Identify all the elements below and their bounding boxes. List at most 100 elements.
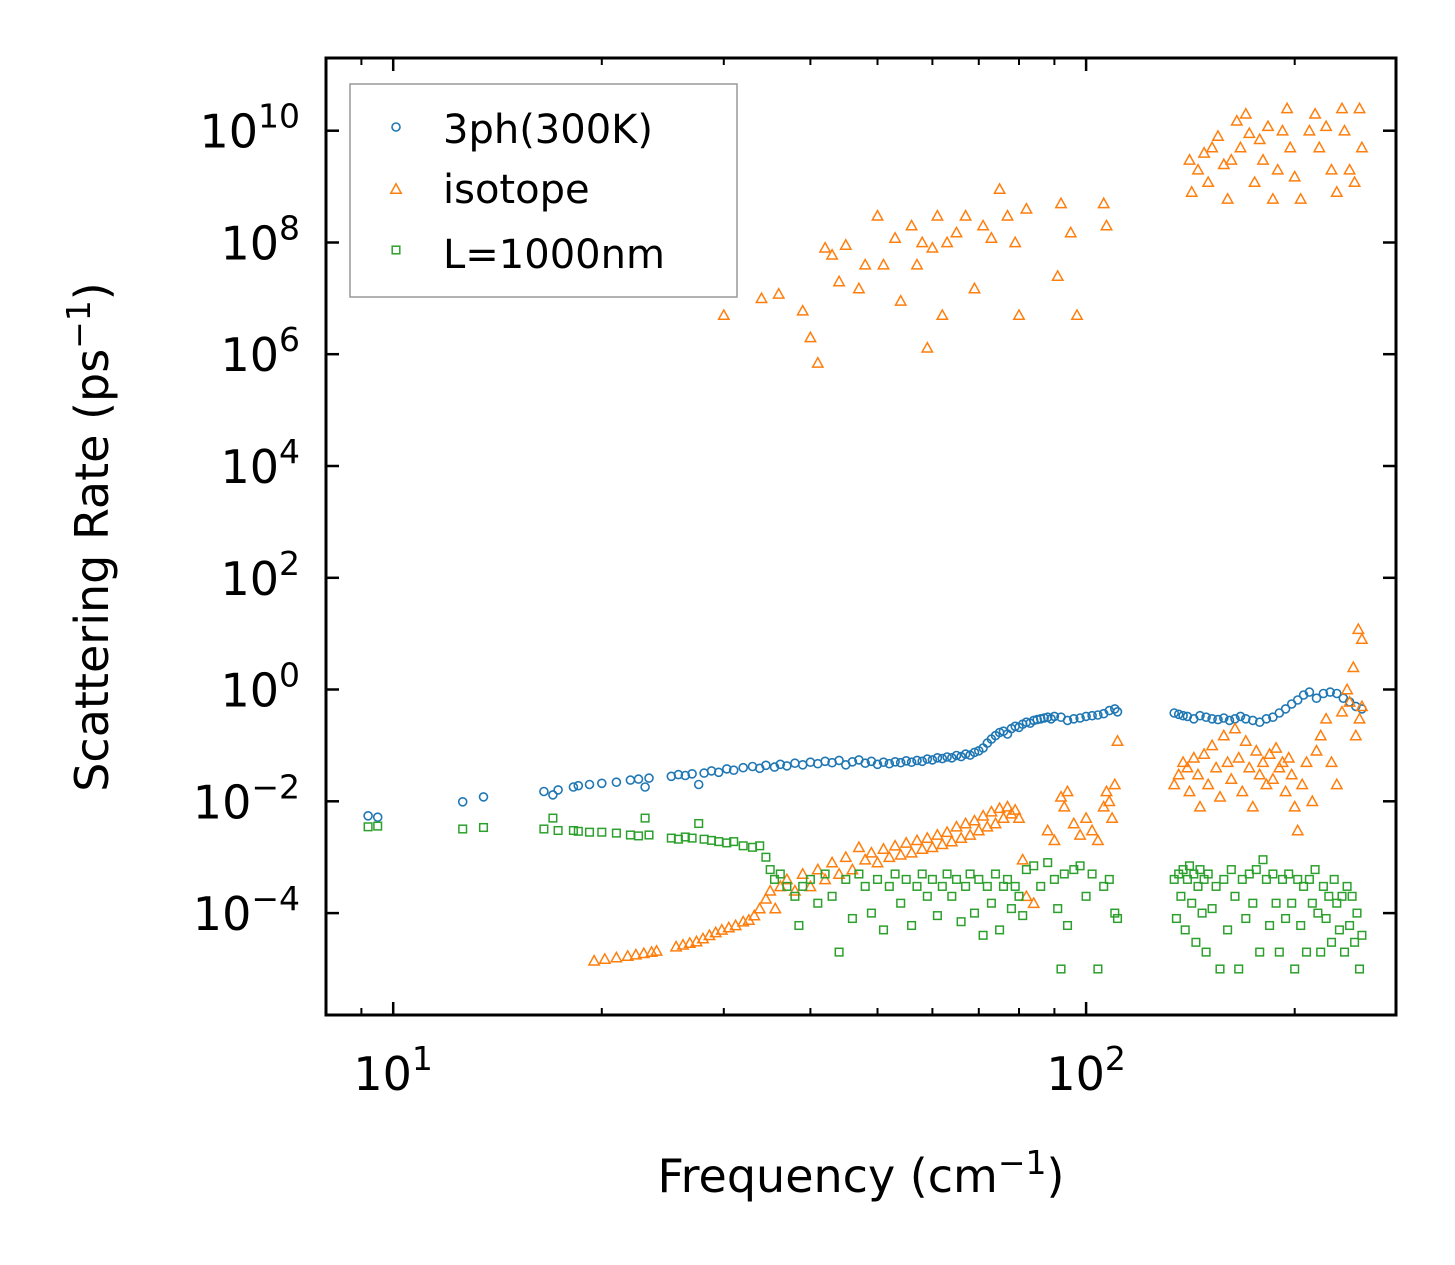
data-point [1226, 865, 1236, 875]
data-point [901, 874, 911, 884]
data-point [1036, 881, 1046, 891]
data-point [1201, 175, 1215, 188]
legend-marker-2 [391, 245, 401, 255]
data-point [872, 874, 883, 884]
data-point [1350, 937, 1360, 947]
data-point [1112, 706, 1123, 717]
data-point [956, 917, 966, 927]
data-point [1100, 784, 1113, 797]
data-point [1251, 865, 1261, 875]
data-point [878, 925, 889, 935]
data-point [852, 840, 866, 853]
data-point [912, 881, 922, 891]
data-point [890, 869, 900, 879]
data-point [871, 855, 884, 868]
data-point [1353, 101, 1366, 114]
data-point [1112, 913, 1123, 924]
data-point [1053, 904, 1063, 914]
data-point [1205, 140, 1219, 153]
data-point [1176, 891, 1186, 901]
data-point [1075, 713, 1085, 723]
data-point [1019, 889, 1033, 902]
axis-tick-labels: 101 102 10−4 10−2 100 102 104 106 108 1010 [193, 97, 1126, 1101]
data-point [782, 881, 792, 891]
data-point [1271, 163, 1285, 175]
data-point [738, 841, 748, 851]
data-point [1001, 209, 1014, 221]
data-point [1054, 196, 1068, 209]
data-point [1291, 823, 1305, 836]
data-point [738, 762, 749, 773]
data-point [1299, 881, 1309, 891]
y-tick-label: 108 [220, 208, 300, 270]
data-point [961, 881, 971, 891]
data-point [1187, 898, 1197, 908]
data-point [877, 257, 890, 270]
data-point [884, 758, 895, 769]
data-point [644, 773, 654, 783]
data-point [896, 898, 906, 908]
legend-label-isotope: isotope [443, 167, 590, 213]
data-point [1310, 865, 1320, 875]
data-point [920, 341, 934, 353]
data-point [1230, 114, 1244, 126]
data-point [935, 308, 949, 321]
data-point [1108, 777, 1122, 790]
data-point [942, 752, 952, 762]
data-point [1293, 874, 1303, 884]
data-point [1093, 710, 1103, 720]
data-point [1242, 126, 1256, 139]
data-point [1079, 811, 1093, 824]
data-point [1355, 632, 1369, 644]
data-point [769, 874, 780, 884]
data-point [1201, 712, 1211, 723]
data-point [1049, 711, 1060, 722]
data-point [894, 294, 908, 306]
data-point [1027, 896, 1041, 909]
data-point [864, 846, 878, 858]
data-point [946, 752, 957, 763]
data-point [1193, 881, 1203, 891]
data-point [775, 759, 786, 770]
data-point [1345, 920, 1355, 931]
data-point [1213, 714, 1223, 725]
data-point [1105, 811, 1119, 824]
data-point [922, 754, 933, 764]
data-point [1183, 784, 1196, 797]
data-point [794, 920, 804, 931]
data-point [609, 950, 623, 963]
data-point [1182, 874, 1192, 884]
data-point [878, 757, 889, 768]
data-point [1195, 710, 1205, 721]
data-point [753, 901, 767, 914]
data-point [1191, 937, 1201, 947]
data-point [1290, 964, 1300, 974]
data-point [1343, 695, 1357, 707]
y-axis-label: Scattering Rate (ps−1) [59, 282, 119, 792]
data-point [1280, 101, 1294, 114]
data-point [872, 759, 883, 770]
data-point [763, 884, 777, 896]
legend-marker-1 [389, 182, 403, 194]
data-point [969, 747, 980, 758]
data-point [1313, 908, 1323, 918]
data-point [1248, 175, 1262, 188]
y-axis-label-end: ) [65, 282, 119, 300]
data-point [1100, 218, 1113, 231]
data-point [1062, 920, 1073, 931]
data-point [930, 209, 944, 221]
data-point [1018, 911, 1028, 921]
data-point [803, 879, 817, 892]
data-point [1059, 869, 1069, 879]
data-point [990, 869, 1001, 879]
data-point [1001, 799, 1014, 812]
data-point [1205, 738, 1219, 751]
data-point [1091, 833, 1105, 846]
data-point [1215, 964, 1225, 974]
data-point [969, 908, 980, 918]
data-point [1183, 153, 1196, 165]
data-point [905, 846, 919, 858]
data-point [629, 947, 643, 960]
data-point [1075, 861, 1085, 871]
data-point [644, 830, 654, 840]
